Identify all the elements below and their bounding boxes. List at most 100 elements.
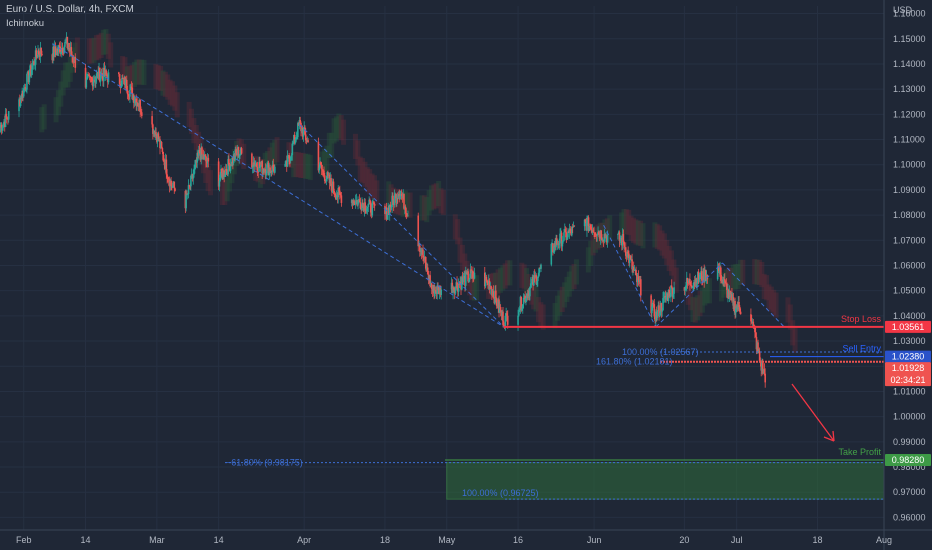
candle-body <box>57 45 60 52</box>
candle-body <box>24 87 27 90</box>
stop-loss-value: 1.03561 <box>892 322 925 332</box>
cloud-segment <box>759 261 765 288</box>
candle-body <box>7 111 10 120</box>
sell-entry-badge <box>885 350 931 363</box>
cloud-segment <box>697 291 703 317</box>
x-tick-label: 18 <box>812 535 822 545</box>
candle-body <box>422 249 424 258</box>
candle-body <box>498 299 500 313</box>
candle-body <box>205 155 207 162</box>
candle-body <box>2 123 4 128</box>
cloud-segment <box>695 295 701 321</box>
time-axis[interactable]: Feb 14 Mar 14 Apr 18 May 16 Jun 20 Jul 18 Aug <box>0 529 932 545</box>
cloud-segment <box>455 219 461 245</box>
candle-body <box>304 134 307 141</box>
candle-body <box>196 153 199 163</box>
candle-body <box>224 169 227 176</box>
candle-body <box>472 270 474 278</box>
candle-body <box>269 167 271 172</box>
x-tick-label: Mar <box>149 535 165 545</box>
candle-body <box>762 362 764 374</box>
candle-body <box>484 277 487 287</box>
sell-entry-label: Sell Entry <box>842 344 881 354</box>
candle-body <box>259 165 262 167</box>
cloud-segment <box>400 191 406 217</box>
candle-body <box>137 102 139 106</box>
candle-body <box>318 167 321 171</box>
candle-body <box>452 287 454 294</box>
candle-body <box>4 113 7 127</box>
candle-body <box>673 287 675 294</box>
candle-body <box>699 274 702 280</box>
candle-body <box>99 76 102 82</box>
candle-body <box>217 161 220 187</box>
candle-body <box>517 315 519 325</box>
candle-body <box>525 298 527 302</box>
cloud-segment <box>521 264 527 290</box>
candle-body <box>606 234 609 243</box>
x-tick-label: Aug <box>876 535 892 545</box>
candle-body <box>473 272 476 279</box>
cloud-segment <box>305 153 311 179</box>
cloud-segment <box>690 296 696 323</box>
candle-body <box>563 232 565 241</box>
candle-body <box>95 78 97 82</box>
cloud-segment <box>421 195 427 221</box>
y-tick-label: 1.04000 <box>893 311 926 321</box>
cloud-segment <box>364 167 370 193</box>
grid <box>0 6 885 530</box>
candle-body <box>453 287 455 290</box>
cloud-segment <box>566 271 572 297</box>
candle-body <box>38 50 40 55</box>
cloud-segment <box>559 286 565 313</box>
candle-body <box>99 67 101 82</box>
cloud-segment <box>229 157 235 184</box>
candle-body <box>56 48 58 56</box>
cloud-segment <box>101 29 107 55</box>
candle-body <box>626 251 629 258</box>
chart-title: Euro / U.S. Dollar, 4h, FXCM <box>6 4 134 15</box>
candle-body <box>292 143 294 145</box>
y-tick-label: 1.03000 <box>893 336 926 346</box>
candle-body <box>289 156 292 161</box>
candle-body <box>335 195 338 200</box>
candle-body <box>161 147 164 152</box>
candle-body <box>594 232 596 235</box>
candle-body <box>54 46 57 53</box>
annotations: Stop Loss Sell Entry Take Profit 100.00% (1… <box>226 314 881 498</box>
price-axis[interactable]: USD 1.16000 1.15000 1.14000 1.13000 1.12000 1… <box>883 0 926 550</box>
candle-body <box>319 162 321 168</box>
x-tick-label: Feb <box>16 535 32 545</box>
cloud-segment <box>386 181 392 207</box>
candle-body <box>735 308 737 313</box>
candle-body <box>622 234 625 243</box>
candle-body <box>334 193 336 196</box>
candle-body <box>31 65 34 70</box>
cloud-segment <box>431 184 437 210</box>
candle-body <box>458 284 461 285</box>
y-tick-label: 1.15000 <box>893 34 926 44</box>
candle-body <box>406 214 408 217</box>
cloud-segment <box>53 97 59 123</box>
cloud-segment <box>438 188 444 214</box>
candle-body <box>456 282 458 288</box>
candle-body <box>207 157 210 162</box>
candle-body <box>299 120 302 123</box>
candle-body <box>224 175 226 177</box>
candle-body <box>68 48 70 49</box>
trend-line <box>299 124 505 328</box>
candle-body <box>155 132 157 135</box>
candle-body <box>558 243 561 245</box>
candle-body <box>559 233 561 244</box>
candle-body <box>325 179 328 182</box>
candle-body <box>186 194 189 195</box>
candle-body <box>373 203 376 206</box>
candle-body <box>129 86 132 90</box>
candle-body <box>536 281 538 285</box>
candle-body <box>85 79 88 88</box>
trend-line <box>722 262 785 328</box>
cloud-segment <box>768 286 774 312</box>
cloud-segment <box>569 265 575 292</box>
indicator-label[interactable]: Ichimoku <box>6 18 45 29</box>
